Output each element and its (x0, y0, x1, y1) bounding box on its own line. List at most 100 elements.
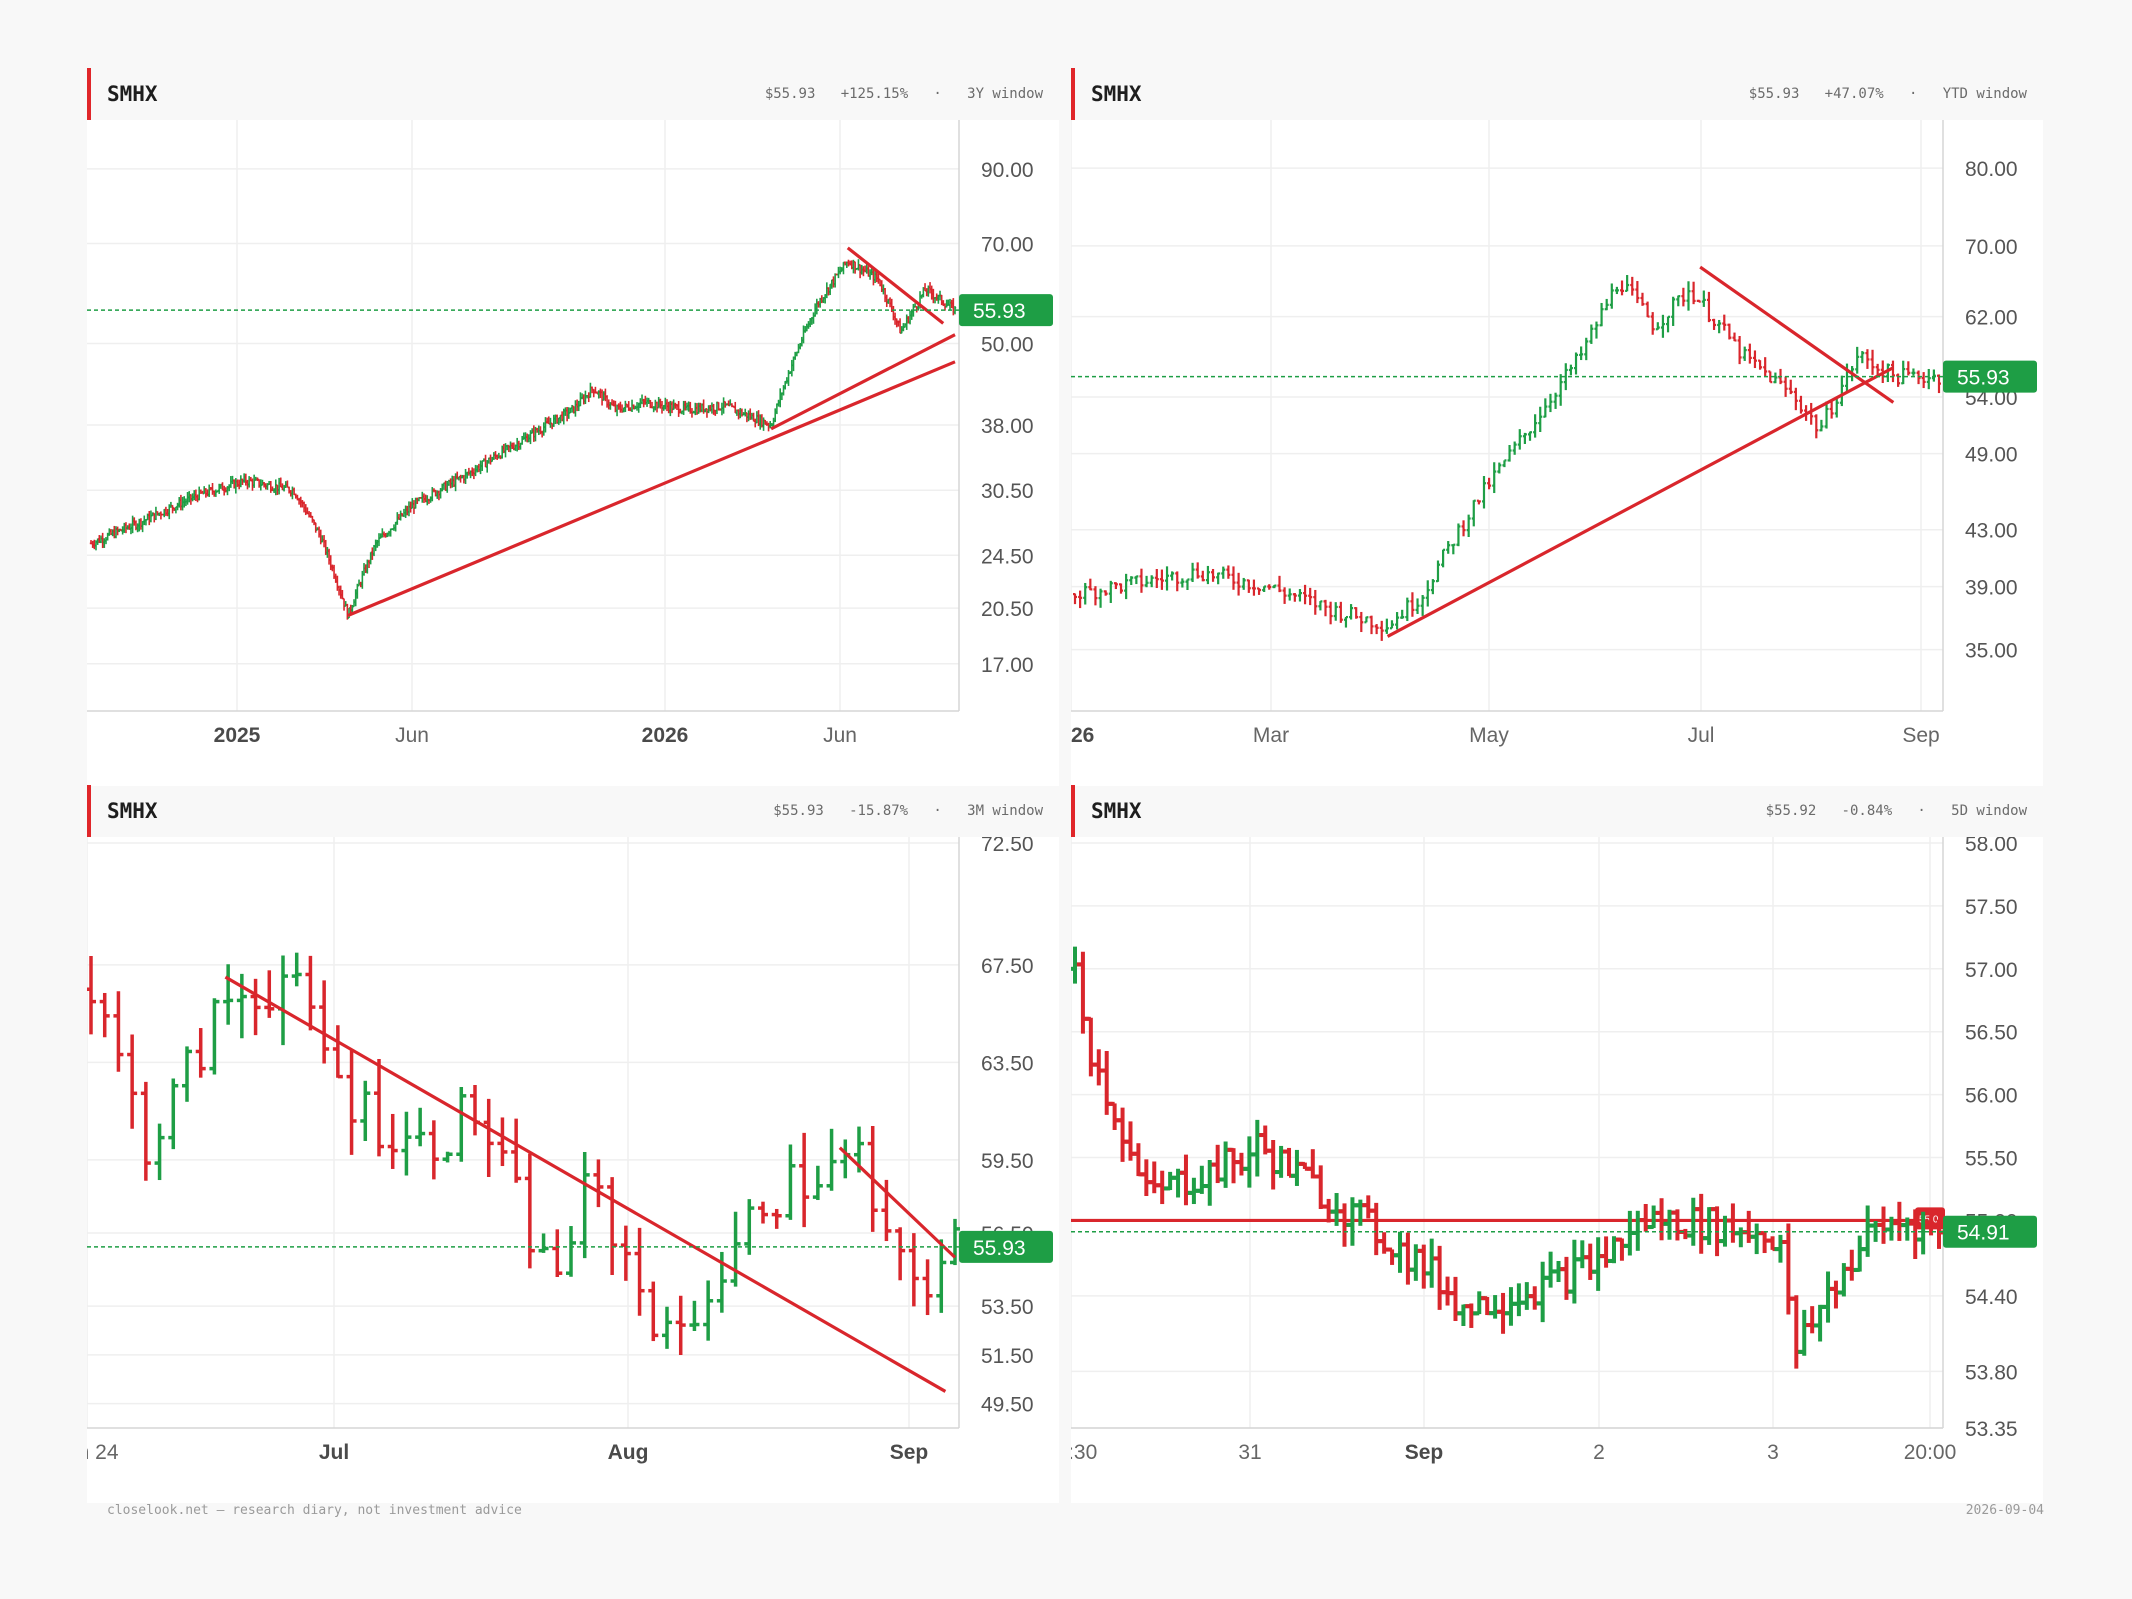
panel-meta: $55.93 +47.07% · YTD window (1748, 86, 2027, 102)
ohlc-bar (694, 402, 697, 416)
ohlc-bar (1211, 1144, 1224, 1184)
ohlc-bar (645, 397, 649, 407)
ohlc-bar (1343, 615, 1348, 628)
ohlc-bar (1149, 575, 1154, 588)
ohlc-bar (935, 293, 938, 301)
chart-svg[interactable]: 17.00 20.50 24.50 30.50 38.00 50.00 70.00 90.00… (87, 120, 1059, 786)
ohlc-bar (1911, 368, 1916, 376)
ohlc-bar (705, 408, 709, 418)
ohlc-bar (1620, 280, 1625, 296)
ohlc-bar (362, 563, 366, 576)
ohlc-bar (800, 336, 804, 347)
ohlc-bar (1466, 514, 1471, 538)
ohlc-bar (945, 299, 948, 308)
x-tick-label: 2026 (642, 724, 689, 747)
ohlc-bar (1384, 618, 1389, 634)
ohlc-bar (1788, 379, 1793, 395)
ohlc-bar (940, 294, 943, 306)
ohlc-bar (828, 283, 832, 296)
ohlc-bar (113, 991, 124, 1072)
chart-svg[interactable]: 53.3553.8054.4055.0055.5056.0056.5057.00… (1071, 837, 2043, 1503)
ohlc-bar (1834, 397, 1839, 418)
ohlc-bar (833, 273, 837, 288)
ohlc-bar (369, 551, 372, 565)
chart-plot[interactable]: 17.00 20.50 24.50 30.50 38.00 50.00 70.00 90.00… (87, 120, 1059, 786)
y-tick-label: 62.00 (1965, 307, 2018, 330)
ohlc-bar (1896, 373, 1901, 387)
change-label: +125.15% (840, 86, 909, 102)
ohlc-bar (367, 559, 371, 569)
chart-plot[interactable]: 49.5051.5053.5056.5059.5063.5067.5072.50… (87, 837, 1059, 1503)
y-tick-label: 72.50 (981, 837, 1034, 856)
ohlc-bar (1180, 578, 1185, 588)
ohlc-bar (446, 480, 449, 493)
ohlc-bar (832, 276, 835, 288)
ohlc-bar (687, 401, 690, 412)
y-tick-label: 38.00 (981, 415, 1034, 438)
ohlc-bar (654, 399, 657, 411)
ohlc-bar (853, 261, 857, 274)
ohlc-bar (209, 998, 220, 1075)
price-label: $55.93 (773, 803, 824, 819)
ohlc-bar (1737, 336, 1742, 365)
ohlc-bar (747, 410, 750, 422)
ohlc-bar (1267, 1140, 1280, 1190)
ohlc-bar (898, 318, 902, 334)
ohlc-bar (669, 400, 672, 417)
ohlc-bar (1290, 1149, 1303, 1186)
ohlc-bar (928, 282, 932, 294)
ohlc-bar (1362, 1195, 1375, 1219)
y-tick-label: 58.00 (1965, 837, 2018, 856)
ohlc-bar (697, 402, 700, 414)
ohlc-bar (111, 529, 114, 537)
ohlc-bar (1078, 590, 1083, 609)
window-label: YTD window (1942, 86, 2027, 102)
ohlc-bar (1251, 579, 1256, 596)
ohlc-bar (642, 398, 645, 408)
ohlc-bar (895, 1227, 906, 1281)
x-tick-label: 31 (1238, 1441, 1261, 1464)
ohlc-bar (1806, 1306, 1819, 1334)
ohlc-bar (1200, 570, 1205, 582)
ohlc-bar (1568, 1239, 1581, 1304)
y-tick-label: 53.80 (1965, 1361, 2018, 1384)
ohlc-bar (677, 401, 680, 417)
ohlc-bar (374, 539, 377, 552)
ohlc-bar (888, 297, 892, 308)
ohlc-bar (1937, 374, 1941, 394)
chart-plot[interactable]: 53.3553.8054.4055.0055.5056.0056.5057.00… (1071, 837, 2043, 1503)
ohlc-bar (1139, 568, 1144, 593)
ohlc-bar (1308, 587, 1313, 606)
ohlc-bar (494, 451, 497, 460)
ticker-symbol: SMHX (1091, 82, 1142, 106)
trend-line (1699, 265, 1895, 404)
chart-plot[interactable]: 35.00 39.00 43.00 49.00 54.00 62.00 70.00 80.00… (1071, 120, 2043, 786)
ohlc-bar (1901, 360, 1906, 385)
ohlc-bar (387, 1113, 398, 1169)
ohlc-bar (274, 479, 277, 496)
ohlc-bar (1853, 1235, 1866, 1272)
chart-svg[interactable]: 35.00 39.00 43.00 49.00 54.00 62.00 70.00 80.00… (1071, 120, 2043, 786)
ticker-symbol: SMHX (1091, 799, 1142, 823)
ohlc-bar (752, 412, 755, 423)
ohlc-bar (538, 1233, 549, 1253)
ohlc-bar (1148, 1161, 1161, 1194)
ohlc-bar (1476, 499, 1481, 505)
ohlc-bar (565, 407, 569, 422)
chart-svg[interactable]: 49.5051.5053.5056.5059.5063.5067.5072.50… (87, 837, 1059, 1503)
ohlc-bar (1272, 584, 1277, 589)
ohlc-bar (1108, 1101, 1121, 1130)
ohlc-bar (1793, 387, 1798, 411)
ohlc-bar (1635, 281, 1640, 304)
ohlc-bar (515, 437, 519, 452)
ohlc-bar (539, 426, 542, 435)
window-label: 3M window (967, 803, 1043, 819)
ohlc-bar (775, 403, 779, 415)
ohlc-bar (136, 523, 139, 533)
ohlc-bar (291, 952, 302, 987)
ohlc-bar (1395, 612, 1400, 630)
ohlc-bar (1108, 580, 1113, 603)
ohlc-bar (799, 1132, 810, 1228)
ohlc-bar (1425, 580, 1430, 607)
ohlc-bar (477, 463, 481, 473)
